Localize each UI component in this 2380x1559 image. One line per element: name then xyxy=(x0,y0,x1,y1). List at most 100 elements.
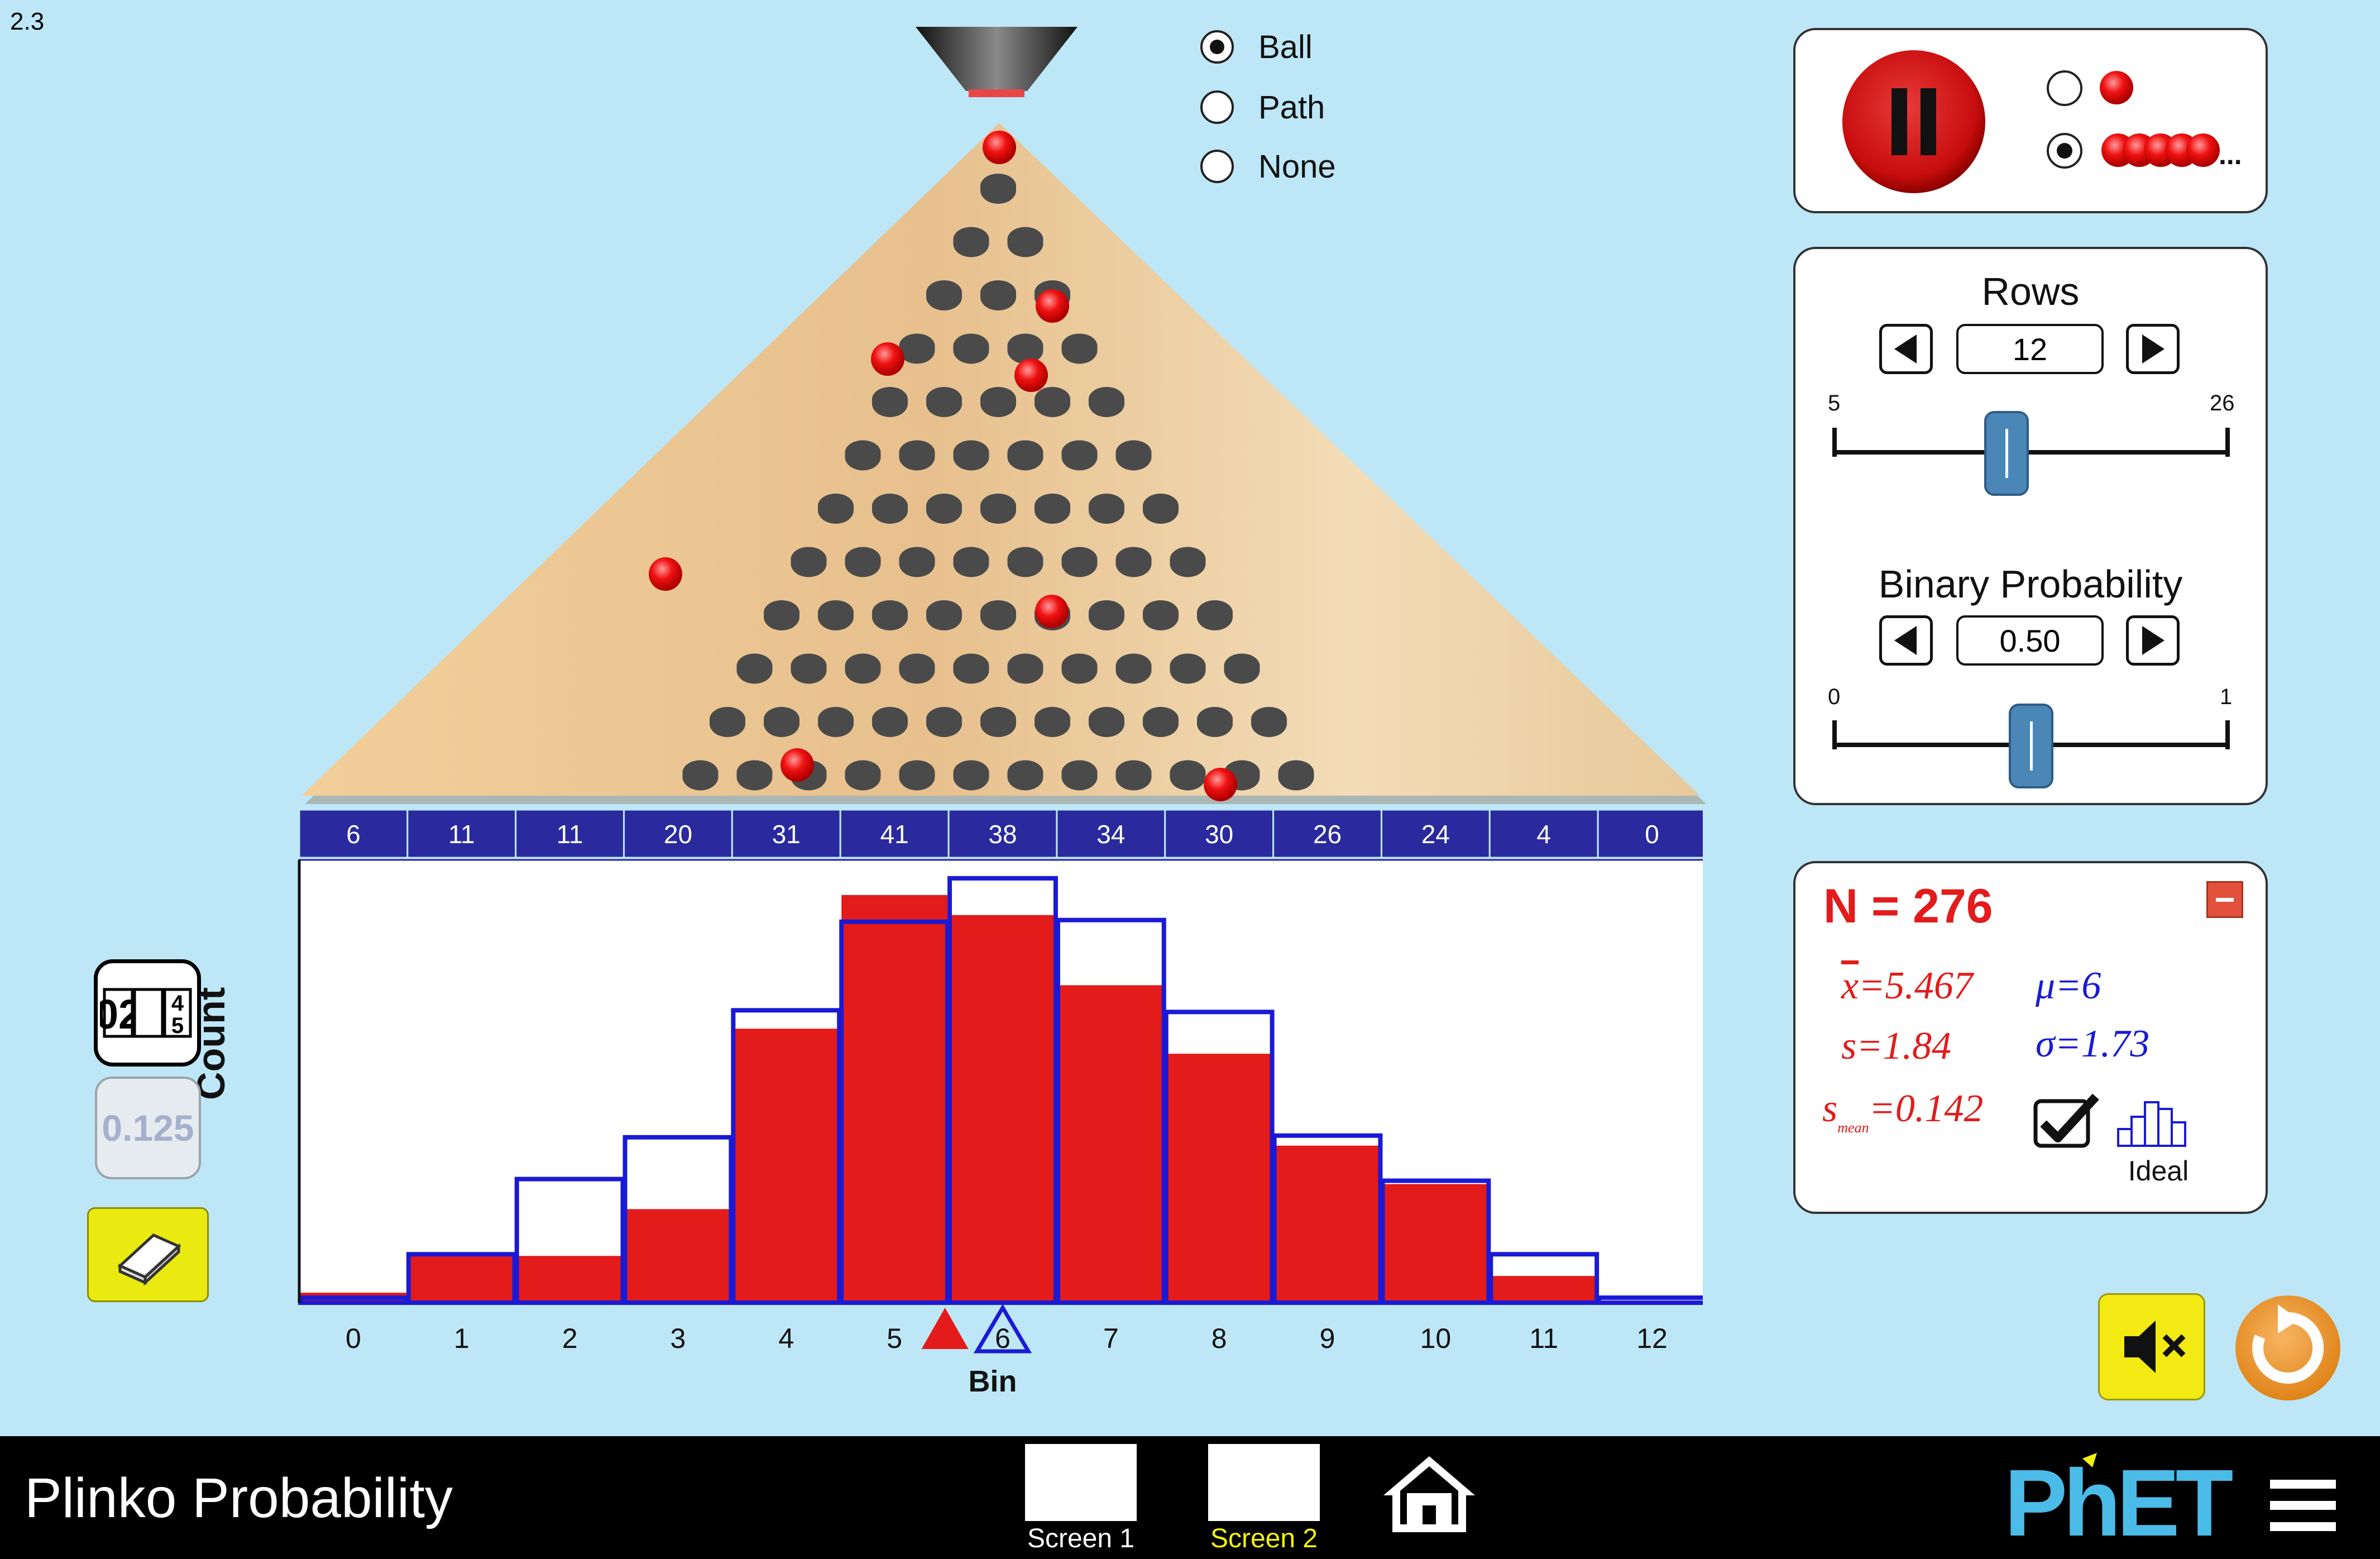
peg xyxy=(1061,760,1098,791)
x-tick-label: 0 xyxy=(346,1323,361,1354)
svg-text:...: ... xyxy=(2219,139,2242,170)
std-error-mean: smean=0.142 xyxy=(1822,1087,1984,1136)
ideal-bar xyxy=(1380,1178,1491,1305)
x-tick-label: 11 xyxy=(1529,1323,1558,1354)
peg xyxy=(1007,760,1043,791)
x-tick-label: 7 xyxy=(1103,1323,1119,1354)
radio-none-button[interactable] xyxy=(1200,150,1234,183)
radio-ball[interactable]: Ball xyxy=(1200,25,1313,69)
bin-count-label: 20 xyxy=(664,820,692,849)
sound-toggle-button[interactable] xyxy=(2098,1293,2205,1400)
single-ball-radio[interactable] xyxy=(2047,70,2082,106)
rows-slider-thumb[interactable] xyxy=(1984,411,2029,496)
sample-bar xyxy=(1491,1276,1597,1303)
sample-bar xyxy=(516,1256,623,1303)
sim-title: Plinko Probability xyxy=(25,1467,453,1529)
probability-decrement-button[interactable] xyxy=(1879,615,1933,666)
rows-slider-min: 5 xyxy=(1828,391,1841,415)
binary-probability-title: Binary Probability xyxy=(1878,562,2183,606)
peg xyxy=(1197,600,1233,630)
phet-logo[interactable]: PhET xyxy=(1999,1452,2239,1547)
screen-2-button[interactable] xyxy=(1208,1444,1320,1521)
rows-probability-panel: Rows 12 5 26 Binary Probability 0.50 0 1 xyxy=(1793,247,2268,805)
arrow-left-icon xyxy=(1894,626,1917,655)
continuous-balls-radio[interactable] xyxy=(2047,133,2082,169)
bin-count-label: 24 xyxy=(1421,820,1450,849)
sample-bar xyxy=(1382,1184,1489,1303)
peg xyxy=(1061,547,1098,577)
peg xyxy=(872,600,908,630)
radio-none[interactable]: None xyxy=(1200,144,1336,189)
fraction-toggle-button[interactable]: 0.125 xyxy=(95,1077,201,1179)
peg xyxy=(953,653,989,684)
ideal-bar xyxy=(839,919,950,1305)
eraser-icon xyxy=(117,1233,181,1285)
peg xyxy=(1089,494,1124,524)
bin-count-cell xyxy=(298,810,409,859)
rows-decrement-button[interactable] xyxy=(1879,324,1933,374)
single-ball-icon xyxy=(2100,71,2133,104)
ball xyxy=(780,748,814,782)
probability-increment-button[interactable] xyxy=(2126,615,2180,666)
sample-bar xyxy=(1274,1145,1381,1303)
ideal-bar xyxy=(1597,1295,1703,1305)
x-tick-label: 1 xyxy=(454,1323,470,1354)
ideal-label: Ideal xyxy=(2128,1155,2189,1187)
arrow-right-icon xyxy=(2142,626,2164,655)
bin-count-label: 31 xyxy=(772,820,801,849)
collapse-button[interactable] xyxy=(2206,881,2243,918)
svg-text:5: 5 xyxy=(171,1013,184,1038)
ball xyxy=(983,131,1016,164)
counter-toggle-button[interactable]: 02 4 5 xyxy=(94,959,201,1067)
peg xyxy=(872,387,908,417)
peg xyxy=(926,387,962,417)
sample-mean-marker xyxy=(921,1308,969,1349)
peg xyxy=(926,280,962,310)
bin-count-label: 11 xyxy=(557,820,583,849)
bin-count-cell xyxy=(1164,810,1275,859)
peg xyxy=(953,333,989,364)
peg xyxy=(1143,707,1179,737)
radio-path[interactable]: Path xyxy=(1200,85,1325,130)
ideal-checkbox[interactable] xyxy=(2032,1092,2101,1150)
screen-1-button[interactable] xyxy=(1025,1444,1137,1521)
peg xyxy=(1007,440,1043,471)
x-tick-label: 12 xyxy=(1636,1323,1668,1354)
peg xyxy=(736,653,773,684)
checkmark-icon xyxy=(2040,1093,2099,1142)
ball-funnel-icon xyxy=(916,27,1078,97)
pause-button[interactable] xyxy=(1840,48,1988,195)
rows-slider-track[interactable] xyxy=(1835,450,2228,455)
probability-slider-max: 1 xyxy=(2220,685,2233,709)
peg xyxy=(1007,653,1043,684)
radio-path-label: Path xyxy=(1258,89,1325,126)
probability-slider-thumb[interactable] xyxy=(2009,704,2053,788)
bin-count-label: 38 xyxy=(988,820,1017,849)
peg xyxy=(980,280,1016,310)
home-icon[interactable] xyxy=(1379,1452,1479,1536)
radio-ball-button[interactable] xyxy=(1200,30,1234,64)
peg xyxy=(1170,760,1206,791)
x-tick-label: 6 xyxy=(995,1323,1011,1354)
menu-icon[interactable] xyxy=(2267,1474,2339,1536)
bin-count-cell xyxy=(1597,810,1703,859)
ball xyxy=(1204,768,1237,801)
screen-1-label: Screen 1 xyxy=(1027,1524,1135,1553)
sample-mean: x=5.467 xyxy=(1841,964,1973,1007)
bin-count-label: 34 xyxy=(1096,820,1125,849)
eraser-button[interactable] xyxy=(87,1207,209,1302)
reset-all-button[interactable] xyxy=(2233,1293,2343,1403)
rows-increment-button[interactable] xyxy=(2126,324,2180,374)
speaker-muted-icon xyxy=(2124,1321,2186,1373)
ball xyxy=(1035,595,1069,628)
n-count: N = 276 xyxy=(1823,879,1993,933)
peg xyxy=(1061,333,1098,364)
bin-count-label: 41 xyxy=(880,820,909,849)
ideal-bar xyxy=(406,1252,517,1305)
ideal-bar xyxy=(1488,1252,1600,1305)
counter-digits-icon: 02 4 5 xyxy=(100,988,192,1038)
ideal-mean-marker xyxy=(973,1304,1032,1354)
peg xyxy=(1061,653,1098,684)
radio-path-button[interactable] xyxy=(1200,90,1234,124)
peg xyxy=(845,440,881,471)
